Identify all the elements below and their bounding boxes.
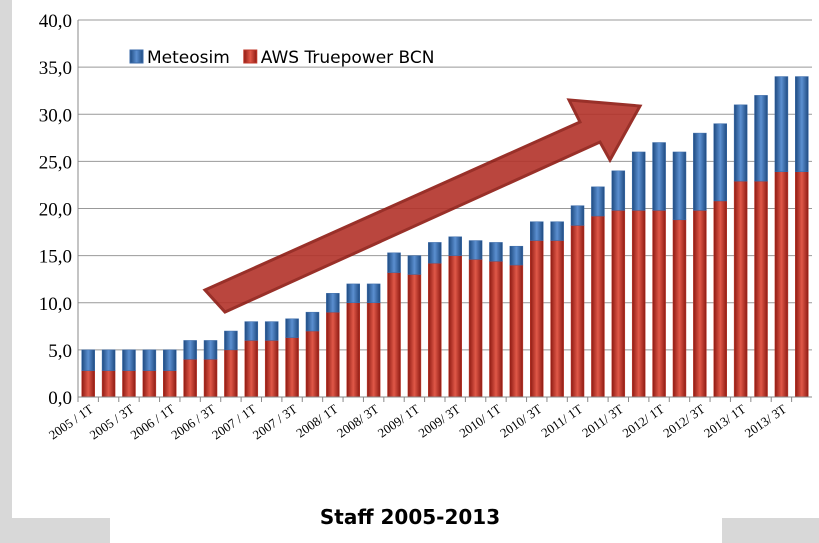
- bar-segment: [387, 252, 401, 273]
- bar-segment: [142, 349, 157, 371]
- bar-segment: [468, 240, 483, 260]
- bar-segment: [407, 255, 422, 275]
- bar-segment: [101, 349, 116, 371]
- bar-segment: [713, 200, 727, 398]
- bar-segment: [244, 340, 259, 398]
- bar-segment: [652, 142, 666, 211]
- bar-segment: [448, 236, 462, 256]
- bar-segment: [326, 293, 340, 313]
- y-tick-label: 35,0: [39, 58, 72, 79]
- bar-segment: [346, 283, 360, 303]
- legend-swatch: [243, 49, 258, 64]
- title-panel: [110, 518, 722, 543]
- bar-segment: [224, 330, 238, 351]
- bar-segment: [754, 95, 768, 182]
- bar-segment: [713, 123, 727, 202]
- bar-segment: [387, 272, 401, 398]
- bar-segment: [428, 262, 442, 398]
- bar-segment: [530, 240, 544, 398]
- bar-segment: [509, 264, 524, 398]
- bar-segment: [428, 242, 442, 264]
- bar-segment: [652, 210, 666, 398]
- bar-segment: [591, 186, 605, 217]
- bar-segment: [468, 259, 483, 398]
- bar-segment: [774, 76, 789, 172]
- trend-arrow: [202, 98, 643, 314]
- bar-segment: [203, 340, 218, 360]
- bar-segment: [163, 370, 177, 398]
- bar-segment: [448, 255, 462, 398]
- legend-label: AWS Truepower BCN: [261, 48, 435, 68]
- bar-segment: [631, 210, 646, 398]
- bar-segment: [570, 205, 585, 226]
- bar-segment: [326, 311, 340, 398]
- bar-segment: [81, 349, 95, 371]
- bar-segment: [163, 349, 177, 371]
- bar-segment: [550, 240, 564, 398]
- bar-segment: [203, 359, 218, 398]
- legend-swatch: [129, 49, 144, 64]
- bar-segment: [672, 219, 687, 398]
- bar-segment: [693, 132, 707, 211]
- bar-segment: [754, 180, 768, 398]
- bar-segment: [489, 242, 503, 262]
- bar-segment: [550, 221, 564, 241]
- bar-segment: [285, 318, 299, 338]
- bar-segment: [795, 76, 809, 172]
- y-tick-label: 5,0: [48, 341, 72, 362]
- bar-segment: [795, 171, 809, 398]
- y-tick-label: 25,0: [39, 152, 72, 173]
- y-tick-label: 20,0: [39, 200, 72, 221]
- bar-segment: [366, 302, 381, 398]
- bar-segment: [81, 370, 95, 398]
- bar-segment: [285, 337, 299, 398]
- bar-segment: [407, 274, 422, 398]
- bar-segment: [264, 321, 279, 341]
- bar-segment: [631, 151, 646, 211]
- bar-segment: [672, 151, 687, 221]
- bar-segment: [693, 210, 707, 398]
- bar-segment: [142, 370, 157, 398]
- bar-segment: [101, 370, 116, 398]
- bar-segment: [305, 311, 320, 332]
- chart-title: Staff 2005-2013: [320, 505, 500, 529]
- bar-segment: [611, 210, 626, 398]
- bar-segment: [183, 340, 197, 360]
- bar-segment: [489, 261, 503, 398]
- y-tick-label: 0,0: [48, 388, 72, 409]
- legend-label: Meteosim: [147, 48, 230, 68]
- bar-segment: [122, 349, 136, 371]
- bar-segment: [530, 221, 544, 241]
- y-tick-label: 40,0: [39, 11, 72, 32]
- bar-segment: [611, 170, 626, 211]
- bar-segment: [733, 104, 748, 182]
- bar-segment: [733, 180, 748, 398]
- bar-segment: [570, 225, 585, 398]
- y-tick-label: 15,0: [39, 247, 72, 268]
- bar-segment: [244, 321, 259, 341]
- bar-segment: [346, 302, 360, 398]
- bar-segment: [774, 171, 789, 398]
- bar-segment: [509, 245, 524, 266]
- bar-segment: [122, 370, 136, 398]
- bar-segment: [366, 283, 381, 303]
- y-tick-label: 10,0: [39, 294, 72, 315]
- bar-segment: [591, 215, 605, 398]
- bar-segment: [224, 349, 238, 398]
- bar-segment: [264, 340, 279, 398]
- y-tick-label: 30,0: [39, 105, 72, 126]
- bar-segment: [183, 359, 197, 398]
- bar-segment: [305, 330, 320, 398]
